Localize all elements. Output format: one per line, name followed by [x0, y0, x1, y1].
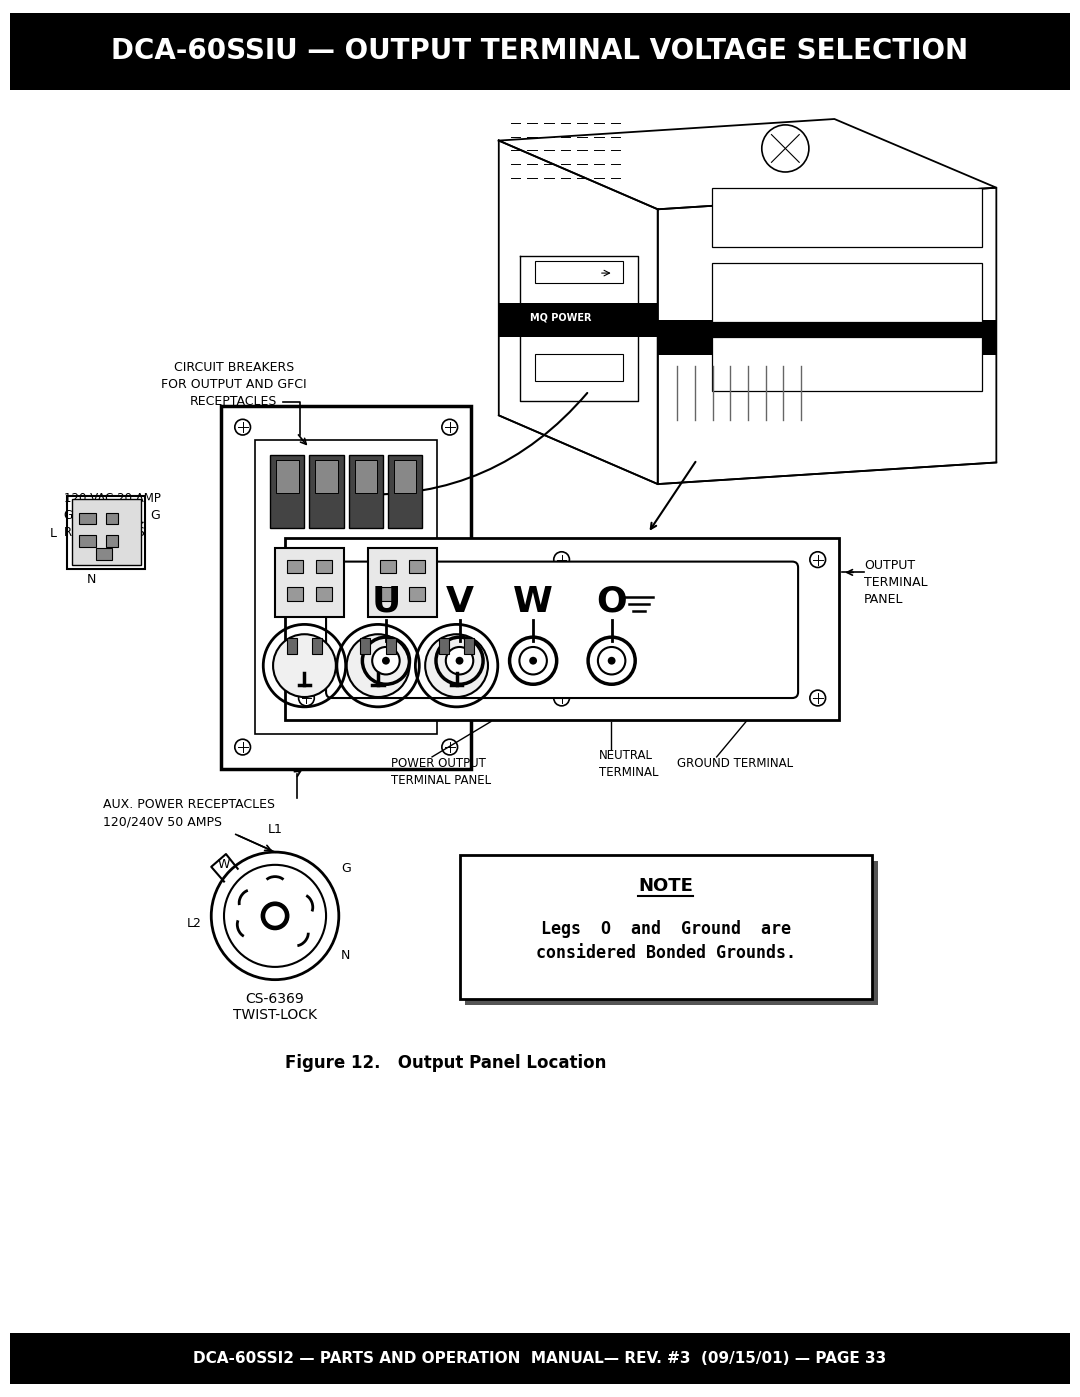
Bar	[79, 535, 96, 546]
Bar	[354, 460, 377, 493]
Bar	[10, 13, 1070, 89]
Bar	[316, 560, 332, 573]
Bar	[535, 353, 623, 381]
Polygon shape	[499, 141, 658, 485]
Text: L2: L2	[187, 918, 202, 930]
Bar	[465, 861, 878, 1006]
Bar	[287, 560, 302, 573]
Text: U: U	[372, 585, 401, 619]
Text: W: W	[218, 858, 230, 872]
Text: Figure 12.   Output Panel Location: Figure 12. Output Panel Location	[285, 1055, 606, 1071]
Bar	[275, 548, 343, 616]
Text: 120/240V 50 AMPS: 120/240V 50 AMPS	[104, 816, 222, 828]
Text: L: L	[50, 527, 57, 539]
Circle shape	[608, 657, 616, 665]
Circle shape	[519, 647, 546, 675]
Bar	[712, 187, 982, 247]
Circle shape	[273, 634, 336, 697]
Bar	[315, 460, 338, 493]
Bar	[10, 1333, 1070, 1384]
Bar	[409, 587, 426, 601]
Text: CIRCUIT BREAKERS
FOR OUTPUT AND GFCI
RECEPTACLES: CIRCUIT BREAKERS FOR OUTPUT AND GFCI REC…	[161, 362, 307, 408]
Text: G: G	[341, 862, 351, 876]
Circle shape	[347, 634, 409, 697]
Text: NOTE: NOTE	[638, 877, 693, 895]
FancyBboxPatch shape	[326, 562, 798, 698]
Circle shape	[373, 647, 400, 675]
Text: Legs  O  and  Ground  are: Legs O and Ground are	[541, 919, 791, 937]
Text: OUTPUT
TERMINAL
PANEL: OUTPUT TERMINAL PANEL	[864, 559, 928, 606]
Bar	[309, 454, 343, 528]
Bar	[67, 496, 146, 570]
Bar	[535, 261, 623, 282]
Text: DCA-60SSIU — OUTPUT TERMINAL VOLTAGE SELECTION: DCA-60SSIU — OUTPUT TERMINAL VOLTAGE SEL…	[111, 38, 969, 66]
Bar	[349, 454, 383, 528]
Bar	[79, 513, 96, 524]
Text: POWER OUTPUT
TERMINAL PANEL: POWER OUTPUT TERMINAL PANEL	[391, 757, 491, 787]
Bar	[386, 638, 395, 654]
Bar	[712, 263, 982, 323]
Text: TWIST-LOCK: TWIST-LOCK	[233, 1009, 318, 1023]
Text: 120 VAC 20 AMP
GFCI 5-20R
RECEPTACLES: 120 VAC 20 AMP GFCI 5-20R RECEPTACLES	[64, 492, 161, 539]
Text: L1: L1	[268, 823, 283, 835]
Text: AUX. POWER RECEPTACLES: AUX. POWER RECEPTACLES	[104, 798, 275, 812]
Circle shape	[529, 657, 537, 665]
Bar	[499, 303, 658, 337]
Bar	[438, 638, 448, 654]
Text: MQ POWER: MQ POWER	[530, 313, 592, 323]
Bar	[388, 454, 422, 528]
Circle shape	[261, 902, 288, 929]
Text: GROUND TERMINAL: GROUND TERMINAL	[677, 757, 794, 770]
Bar	[276, 460, 298, 493]
Bar	[464, 638, 474, 654]
Circle shape	[426, 634, 488, 697]
Text: N: N	[341, 949, 350, 961]
Text: W: W	[513, 585, 553, 619]
Bar	[658, 320, 997, 355]
Polygon shape	[499, 119, 997, 210]
Bar	[255, 440, 437, 735]
Circle shape	[456, 657, 463, 665]
Bar	[270, 454, 305, 528]
Bar	[312, 638, 322, 654]
Bar	[106, 535, 118, 546]
Bar	[106, 513, 118, 524]
Polygon shape	[658, 187, 997, 485]
Bar	[409, 560, 426, 573]
Text: DCA-60SSI2 — PARTS AND OPERATION  MANUAL— REV. #3  (09/15/01) — PAGE 33: DCA-60SSI2 — PARTS AND OPERATION MANUAL—…	[193, 1351, 887, 1366]
Bar	[380, 587, 395, 601]
Bar	[712, 337, 982, 391]
Bar	[361, 638, 370, 654]
Bar	[380, 560, 395, 573]
Text: NEUTRAL
TERMINAL: NEUTRAL TERMINAL	[599, 749, 659, 780]
Text: V: V	[446, 585, 473, 619]
Bar	[368, 548, 437, 616]
Circle shape	[598, 647, 625, 675]
Bar	[285, 538, 839, 719]
Bar	[96, 548, 112, 560]
Text: CS-6369: CS-6369	[245, 992, 305, 1006]
Circle shape	[224, 865, 326, 967]
Bar	[72, 499, 140, 564]
Circle shape	[266, 907, 285, 926]
Text: N: N	[86, 573, 96, 585]
Circle shape	[446, 647, 473, 675]
Bar	[394, 460, 417, 493]
Bar	[287, 638, 297, 654]
Text: G: G	[150, 509, 160, 522]
Bar	[287, 587, 302, 601]
Bar	[316, 587, 332, 601]
Bar	[221, 405, 471, 768]
Circle shape	[382, 657, 390, 665]
Bar	[459, 855, 872, 999]
Text: considered Bonded Grounds.: considered Bonded Grounds.	[536, 944, 796, 963]
Text: O: O	[596, 585, 627, 619]
